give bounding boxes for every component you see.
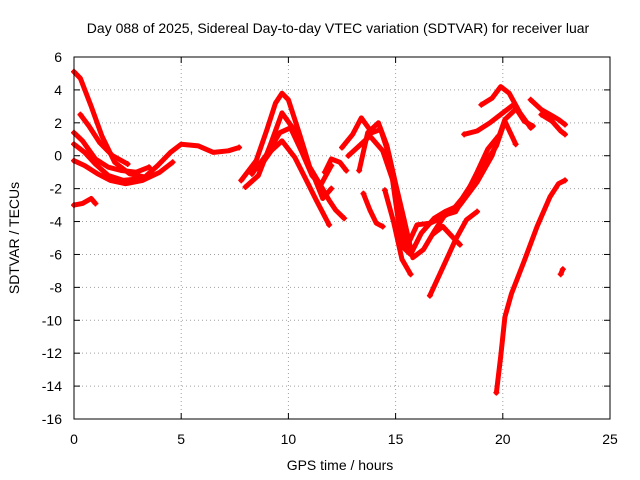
point-marker <box>321 169 328 176</box>
x-tick-labels: 0 5 10 15 20 25 <box>70 431 618 447</box>
point-marker <box>345 152 352 159</box>
point-marker <box>379 223 386 230</box>
point-marker <box>92 200 99 207</box>
point-marker <box>356 167 363 174</box>
point-marker <box>527 96 534 103</box>
point-marker <box>557 271 564 278</box>
series-arc-j <box>255 138 332 228</box>
point-marker <box>124 160 131 167</box>
chart-title: Day 088 of 2025, Sidereal Day-to-day VTE… <box>87 20 590 36</box>
y-tick-label: -6 <box>50 246 63 262</box>
x-tick-label: 15 <box>388 431 404 447</box>
data-series <box>71 68 568 396</box>
point-marker <box>146 164 153 171</box>
series-arc-i <box>249 125 347 221</box>
series-arc-f <box>71 196 98 208</box>
y-tick-label: -4 <box>50 214 63 230</box>
point-marker <box>538 111 545 118</box>
point-marker <box>169 159 176 166</box>
series-arc-c <box>71 141 141 183</box>
grid <box>74 57 610 419</box>
series-arc-k <box>322 156 349 175</box>
point-marker <box>561 121 568 128</box>
point-marker <box>478 101 485 108</box>
point-marker <box>495 132 502 139</box>
point-marker <box>77 111 84 118</box>
point-marker <box>456 241 463 248</box>
series-arc-a <box>71 69 242 180</box>
series-arc-o <box>360 191 386 229</box>
point-marker <box>461 131 468 138</box>
y-tick-label: -14 <box>42 378 62 394</box>
series-arc-s <box>493 177 568 396</box>
series-arc-n <box>356 120 501 261</box>
point-marker <box>561 177 568 184</box>
point-marker <box>238 177 245 184</box>
series-arc-p <box>382 187 414 277</box>
series-arc-d <box>71 158 176 187</box>
series-arc-e <box>77 112 131 167</box>
point-marker <box>426 292 433 299</box>
point-marker <box>431 230 438 237</box>
y-tick-label: -8 <box>50 279 63 295</box>
x-tick-label: 25 <box>602 431 618 447</box>
point-marker <box>407 271 414 278</box>
x-tick-label: 5 <box>177 431 185 447</box>
point-marker <box>360 190 367 197</box>
point-marker <box>248 170 255 177</box>
y-tick-label: 0 <box>54 148 62 164</box>
plot-frame <box>73 56 611 420</box>
point-marker <box>255 165 262 172</box>
point-marker <box>328 185 335 192</box>
point-marker <box>527 124 534 131</box>
y-tick-labels: -16 -14 -12 -10 -8 -6 -4 -2 0 2 4 6 <box>42 49 62 427</box>
series-arc-m <box>345 118 519 251</box>
series-arc-x <box>538 112 568 137</box>
point-marker <box>326 221 333 228</box>
x-tick-label: 10 <box>281 431 297 447</box>
axis-ticks <box>73 56 611 420</box>
y-tick-label: -10 <box>42 312 62 328</box>
y-tick-label: 2 <box>54 115 62 131</box>
point-marker <box>242 183 249 190</box>
point-marker <box>512 141 519 148</box>
point-marker <box>236 144 243 151</box>
y-tick-label: 4 <box>54 82 62 98</box>
y-tick-label: 6 <box>54 49 62 65</box>
series-arc-r <box>431 224 463 248</box>
point-marker <box>561 131 568 138</box>
x-tick-label: 20 <box>495 431 511 447</box>
point-marker <box>381 187 388 194</box>
series-arc-b <box>71 130 152 175</box>
y-tick-label: -12 <box>42 345 62 361</box>
point-marker <box>341 215 348 222</box>
point-marker <box>493 389 500 396</box>
y-tick-label: -2 <box>50 181 63 197</box>
y-tick-label: -16 <box>42 411 62 427</box>
point-marker <box>559 266 566 273</box>
x-tick-label: 0 <box>70 431 78 447</box>
y-axis-label: SDTVAR / TECUs <box>6 182 22 294</box>
point-marker <box>474 208 481 215</box>
point-marker <box>339 144 345 151</box>
series-arc-v <box>478 84 534 131</box>
point-marker <box>343 167 350 174</box>
series-arc-w <box>528 97 568 127</box>
x-axis-label: GPS time / hours <box>287 457 394 473</box>
